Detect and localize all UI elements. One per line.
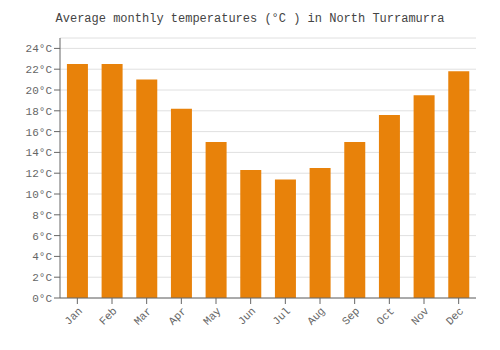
svg-text:2°C: 2°C: [32, 272, 52, 284]
svg-text:8°C: 8°C: [32, 210, 52, 222]
svg-text:Apr: Apr: [166, 305, 188, 327]
svg-text:Sep: Sep: [340, 305, 362, 327]
svg-text:24°C: 24°C: [26, 43, 53, 55]
svg-text:0°C: 0°C: [32, 293, 52, 305]
svg-text:20°C: 20°C: [26, 85, 53, 97]
svg-text:Mar: Mar: [132, 305, 154, 327]
svg-text:Jan: Jan: [62, 305, 84, 327]
svg-text:22°C: 22°C: [26, 64, 53, 76]
svg-text:4°C: 4°C: [32, 251, 52, 263]
svg-text:May: May: [201, 305, 224, 328]
svg-text:6°C: 6°C: [32, 231, 52, 243]
svg-text:18°C: 18°C: [26, 106, 53, 118]
svg-text:Aug: Aug: [305, 305, 327, 327]
svg-text:Nov: Nov: [409, 305, 432, 328]
svg-text:Dec: Dec: [444, 305, 466, 327]
html-text:Average monthly temperatures (: Average monthly temperatures (°C ) in No…: [55, 12, 445, 26]
svg-text:Jul: Jul: [270, 305, 292, 327]
svg-text:16°C: 16°C: [26, 127, 53, 139]
svg-text:Feb: Feb: [97, 305, 119, 327]
svg-text:12°C: 12°C: [26, 168, 53, 180]
svg-text:Jun: Jun: [236, 305, 258, 327]
svg-text:Oct: Oct: [374, 305, 396, 327]
svg-text:10°C: 10°C: [26, 189, 53, 201]
svg-text:14°C: 14°C: [26, 147, 53, 159]
